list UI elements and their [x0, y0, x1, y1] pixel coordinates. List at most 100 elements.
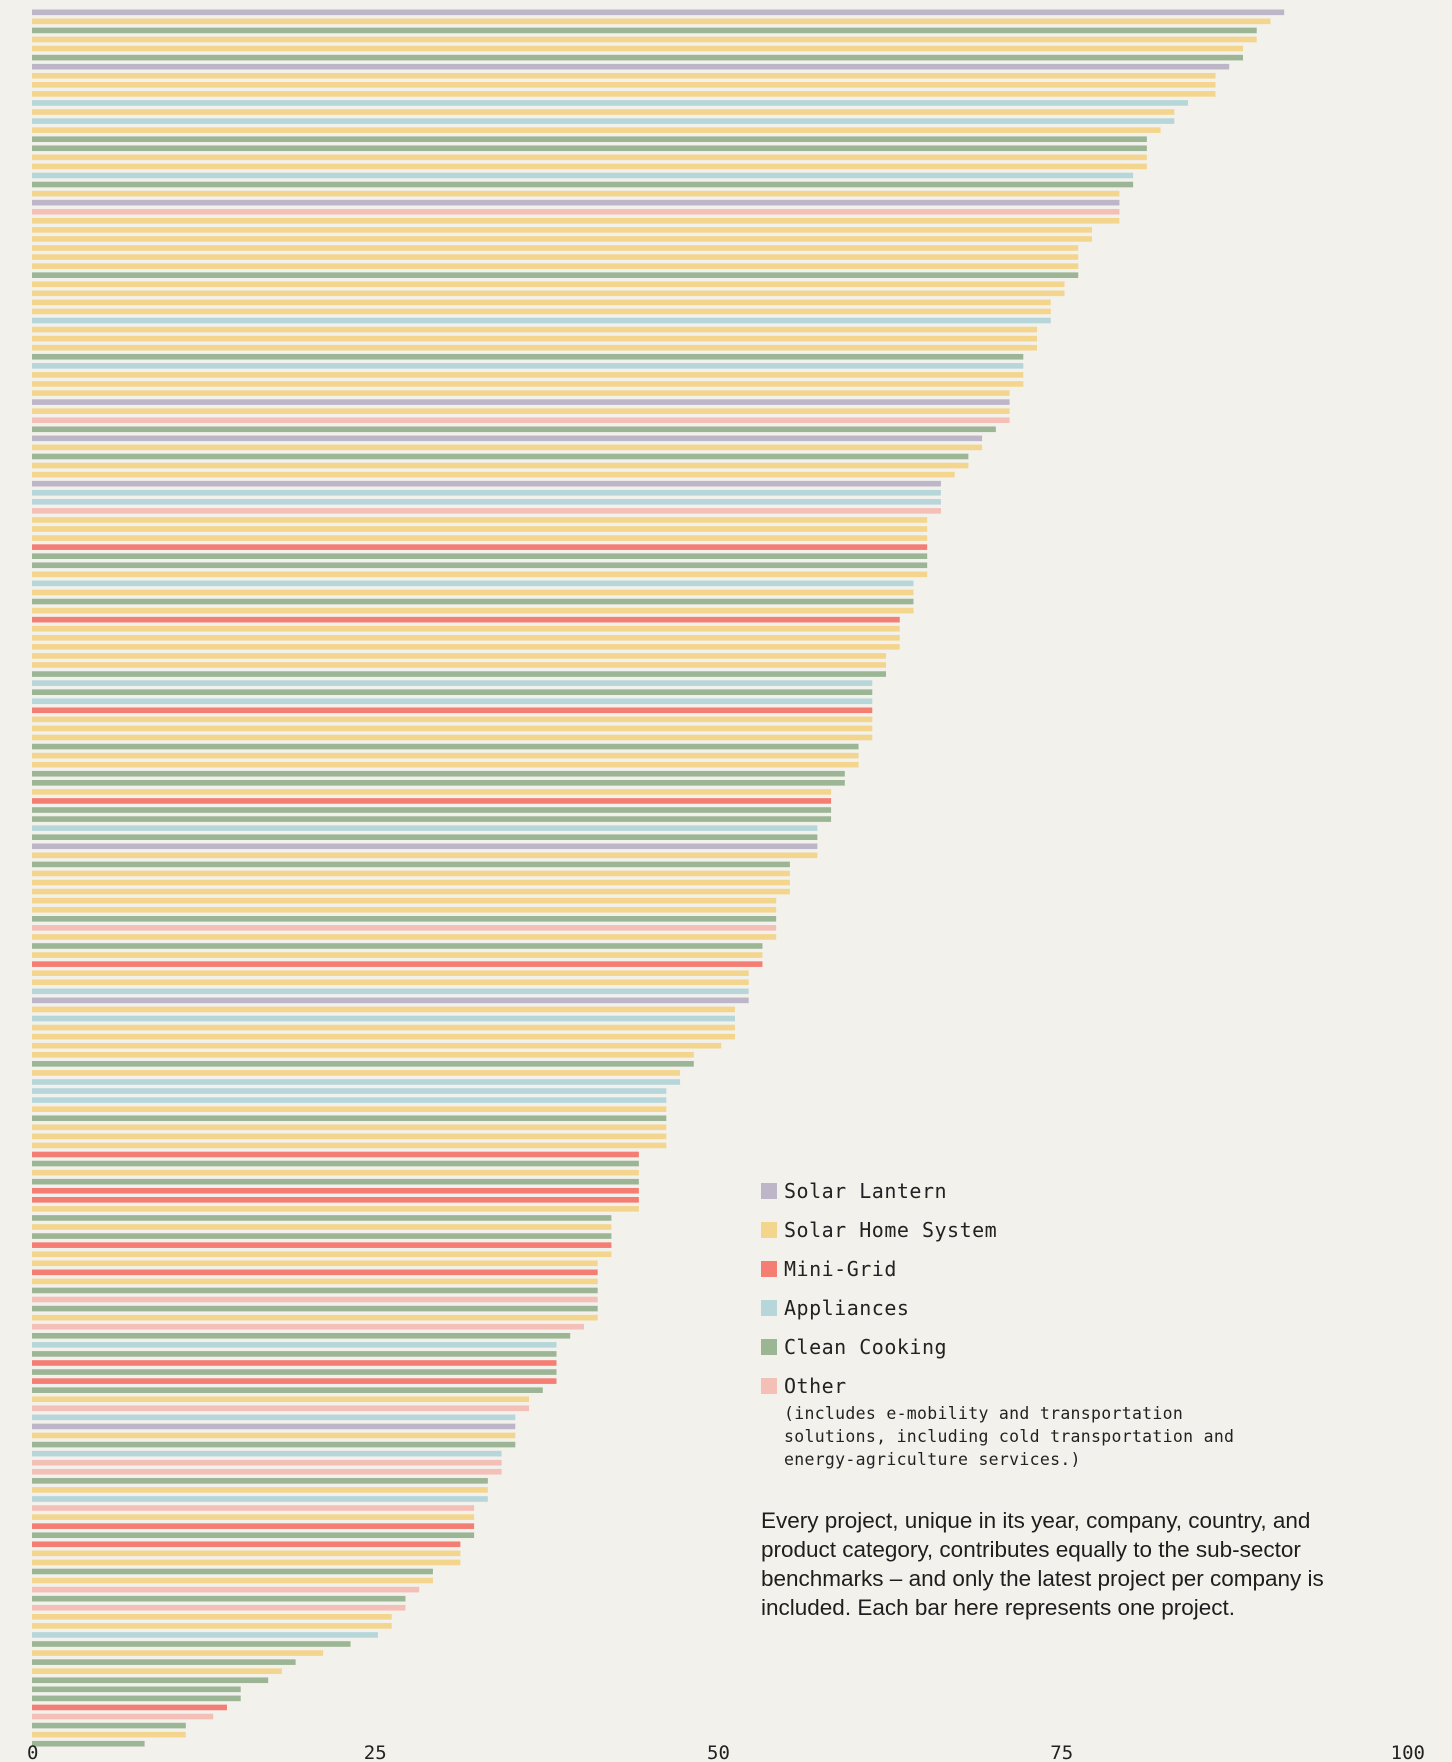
bar — [32, 254, 1079, 260]
bar — [32, 888, 790, 895]
bar — [32, 1586, 420, 1593]
legend-item-solar-lantern: Solar Lantern — [761, 1174, 1321, 1213]
bar — [32, 1432, 516, 1439]
bar — [32, 1468, 502, 1475]
bar — [32, 589, 914, 596]
bar — [32, 462, 969, 469]
bar — [32, 91, 1216, 97]
bar — [32, 308, 1051, 315]
legend-label: Mini-Grid — [784, 1257, 897, 1281]
bar — [32, 716, 873, 723]
bar — [32, 1124, 667, 1131]
bar — [32, 1305, 598, 1312]
legend-swatch-mini-grid — [761, 1261, 777, 1277]
legend-label: Solar Home System — [784, 1218, 998, 1242]
bar — [32, 634, 900, 641]
bar — [32, 1686, 241, 1693]
bar — [32, 408, 1010, 414]
bar — [32, 480, 941, 487]
bar — [32, 372, 1024, 378]
bar — [32, 662, 887, 668]
bar — [32, 245, 1079, 251]
bar — [32, 861, 790, 868]
bar — [32, 100, 1189, 106]
bar — [32, 970, 749, 976]
bar — [32, 535, 928, 541]
bar — [32, 1595, 406, 1602]
bar — [32, 227, 1092, 233]
bar — [32, 644, 900, 650]
legend-label: Clean Cooking — [784, 1335, 948, 1359]
bar — [32, 1151, 639, 1158]
x-axis: 0 25 50 75 100 — [27, 1742, 1425, 1762]
bar — [32, 707, 873, 714]
bar — [32, 1133, 667, 1140]
bar — [32, 109, 1175, 115]
legend-swatch-solar-lantern — [761, 1183, 777, 1199]
bar — [32, 1704, 227, 1711]
bar — [32, 1097, 667, 1103]
legend-label: Appliances — [784, 1296, 910, 1320]
bar — [32, 299, 1051, 306]
bar — [32, 1061, 694, 1067]
bar — [32, 390, 1010, 396]
bar — [32, 9, 1285, 16]
legend-item-mini-grid: Mini-Grid — [761, 1252, 1321, 1291]
bars-group — [32, 9, 1285, 1747]
bar — [32, 1405, 530, 1412]
bar — [32, 943, 763, 949]
bar — [32, 1659, 296, 1665]
bar — [32, 1206, 639, 1212]
bar — [32, 1423, 516, 1430]
bar — [32, 934, 777, 940]
bar — [32, 1106, 667, 1112]
bar — [32, 217, 1120, 224]
bar — [32, 680, 873, 686]
bar — [32, 426, 996, 433]
bar — [32, 1450, 502, 1457]
bar — [32, 988, 749, 995]
bar — [32, 1070, 681, 1076]
bar — [32, 54, 1243, 61]
bar — [32, 1695, 241, 1702]
legend-swatch-appliances — [761, 1300, 777, 1316]
bar — [32, 1342, 557, 1348]
bar — [32, 118, 1175, 124]
legend-item-appliances: Appliances — [761, 1291, 1321, 1330]
bar — [32, 1323, 584, 1330]
bar — [32, 789, 832, 795]
bar — [32, 1604, 406, 1611]
bar — [32, 1269, 598, 1276]
bar — [32, 45, 1243, 52]
bar — [32, 580, 914, 587]
bar — [32, 1251, 612, 1257]
bar — [32, 1287, 598, 1294]
bar — [32, 1632, 378, 1638]
bar — [32, 1713, 214, 1720]
bar — [32, 698, 873, 705]
bar — [32, 553, 928, 559]
bar — [32, 154, 1147, 161]
bar — [32, 127, 1161, 133]
bar — [32, 1387, 543, 1393]
bar — [32, 1178, 639, 1185]
bar — [32, 1006, 735, 1013]
legend-item-clean-cooking: Clean Cooking — [761, 1330, 1321, 1369]
bar — [32, 689, 873, 695]
bar — [32, 281, 1065, 288]
legend-label: Solar Lantern — [784, 1179, 948, 1203]
x-tick-label: 25 — [364, 1742, 387, 1762]
bar — [32, 1487, 488, 1493]
bar — [32, 453, 969, 460]
bar — [32, 1015, 735, 1022]
bar — [32, 961, 763, 967]
bar — [32, 1024, 735, 1031]
bar — [32, 734, 873, 741]
legend-swatch-solar-home-system — [761, 1222, 777, 1238]
bar — [32, 752, 859, 759]
bar — [32, 743, 859, 750]
legend-note-other: (includes e-mobility and transportation … — [784, 1404, 1235, 1469]
bar — [32, 381, 1024, 387]
bar — [32, 1514, 475, 1520]
bar — [32, 979, 749, 986]
